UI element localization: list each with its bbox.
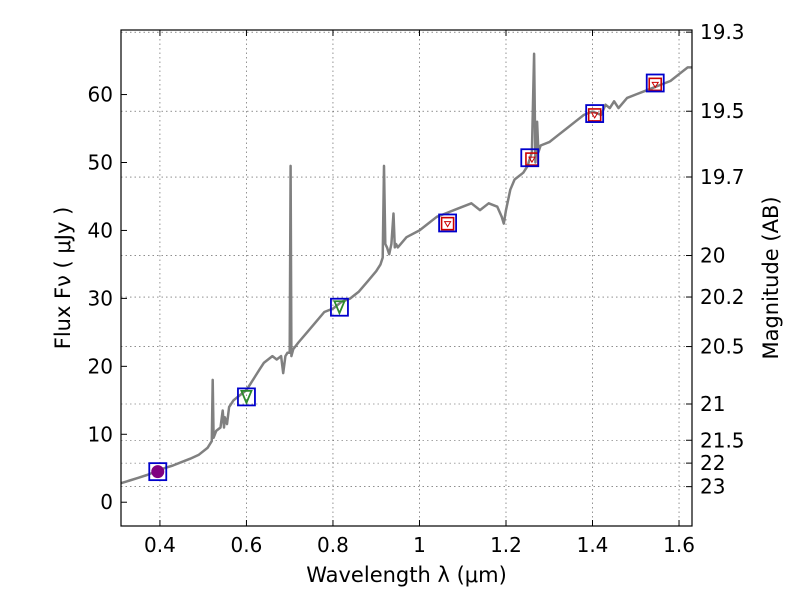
purple-circle-marker (151, 465, 165, 479)
y-tick-label: 30 (88, 286, 113, 310)
x-tick-label: 1 (413, 533, 426, 557)
x-tick-label: 1.2 (490, 533, 522, 557)
blue-square-marker (148, 462, 168, 482)
magnitude-tick-label: 19.5 (700, 99, 745, 123)
y-axis-right-label: Magnitude (AB) (759, 196, 783, 359)
x-tick-label: 0.6 (231, 533, 263, 557)
y-tick-label: 20 (88, 354, 113, 378)
magnitude-tick-label: 22 (700, 451, 725, 475)
plot-frame (120, 29, 693, 527)
x-tick-label: 0.8 (317, 533, 349, 557)
magnitude-tick-label: 23 (700, 475, 725, 499)
red-triangle-marker (590, 112, 599, 119)
red-triangle-marker (651, 81, 660, 89)
red-square-marker (440, 216, 455, 231)
y-tick-label: 0 (100, 490, 113, 514)
markers (148, 73, 665, 482)
blue-square-marker (585, 104, 605, 123)
x-tick-label: 1.4 (577, 533, 609, 557)
x-axis-label: Wavelength λ (μm) (306, 563, 507, 587)
magnitude-tick-label: 21.5 (700, 428, 745, 452)
y-tick-label: 40 (88, 218, 113, 242)
spectrum-line (121, 52, 692, 485)
red-triangle-marker (443, 221, 452, 228)
green-triangle-marker (333, 300, 346, 316)
magnitude-tick-label: 19.3 (700, 20, 745, 44)
magnitude-tick-label: 20.5 (700, 335, 745, 359)
x-tick-label: 0.4 (144, 533, 176, 557)
y-tick-label: 60 (88, 83, 113, 107)
grid (121, 30, 692, 526)
y-tick-label: 10 (88, 422, 113, 446)
x-tick-label: 1.6 (663, 533, 695, 557)
magnitude-tick-label: 19.7 (700, 165, 745, 189)
y-axis-label: Flux Fν ( μJy ) (51, 207, 75, 350)
green-triangle-marker (240, 390, 253, 406)
magnitude-tick-label: 21 (700, 392, 725, 416)
ticks: 0.4 0.6 0.8 1 1.2 1.4 1.6 0 10 20 30 40 50 60 19.3 19.5… (88, 20, 745, 557)
blue-square-marker (520, 148, 540, 168)
red-square-marker (648, 77, 663, 92)
blue-square-marker (237, 387, 256, 407)
series-layer (121, 52, 692, 485)
blue-square-marker (645, 73, 665, 93)
red-triangle-marker (528, 156, 536, 164)
magnitude-tick-label: 20 (700, 244, 725, 268)
red-square-marker (587, 108, 602, 122)
magnitude-tick-label: 20.2 (700, 285, 745, 309)
blue-square-marker (438, 213, 457, 233)
blue-square-marker (330, 297, 349, 317)
y-tick-label: 50 (88, 150, 113, 174)
